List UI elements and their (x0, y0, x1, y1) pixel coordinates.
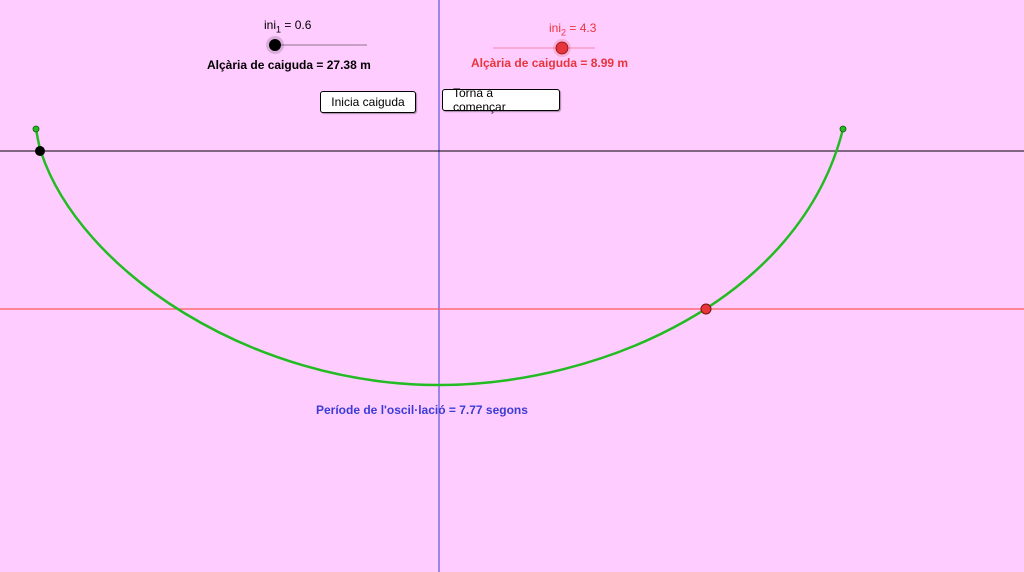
curve-endpoint-left[interactable] (32, 125, 40, 133)
ball-red[interactable] (700, 303, 712, 315)
oscillation-period: Període de l'oscil·lació = 7.77 segons (316, 403, 528, 417)
ball-black[interactable] (35, 146, 45, 156)
slider1-subscript: 1 (276, 24, 282, 35)
slider2-handle[interactable] (555, 41, 569, 55)
start-fall-button[interactable]: Inicia caiguda (320, 91, 416, 113)
slider2-name: ini (549, 21, 562, 35)
slider1-name: ini (264, 18, 277, 32)
slider2-subscript: 2 (561, 27, 567, 38)
slider1-label: ini1 = 0.6 (264, 18, 311, 34)
restart-button[interactable]: Torna a començar (442, 86, 560, 114)
fall-height-2: Alçària de caiguda = 8.99 m (471, 56, 629, 70)
slider1-handle[interactable] (269, 39, 281, 51)
slider1-value: = 0.6 (281, 18, 312, 32)
slider2-value: = 4.3 (566, 21, 597, 35)
fall-height-1: Alçària de caiguda = 27.38 m (207, 58, 371, 72)
slider2-label: ini2 = 4.3 (549, 21, 596, 37)
curve-endpoint-right[interactable] (839, 125, 847, 133)
